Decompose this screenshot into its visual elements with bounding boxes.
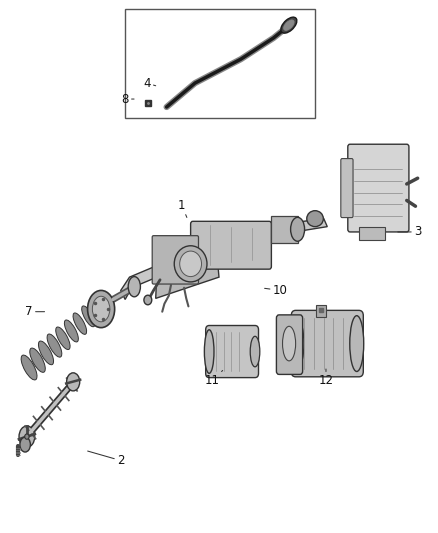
FancyBboxPatch shape [348,144,409,232]
FancyBboxPatch shape [191,221,272,269]
Ellipse shape [350,316,364,372]
Bar [359,227,385,240]
Ellipse shape [90,299,103,319]
Ellipse shape [174,246,207,282]
Text: 4: 4 [143,77,155,90]
Ellipse shape [21,355,37,380]
Bar [125,9,315,118]
Polygon shape [121,219,327,300]
Text: 7: 7 [25,305,45,318]
Text: 12: 12 [318,369,333,387]
Ellipse shape [292,320,304,367]
Ellipse shape [56,327,70,350]
Ellipse shape [283,20,294,30]
Ellipse shape [20,437,30,452]
Ellipse shape [25,434,29,439]
Ellipse shape [290,217,304,241]
Ellipse shape [88,290,115,328]
Polygon shape [155,229,219,298]
Ellipse shape [283,326,296,361]
Ellipse shape [64,320,78,342]
Ellipse shape [205,330,214,373]
FancyBboxPatch shape [152,236,198,284]
Text: 8: 8 [121,93,134,106]
Bar [271,216,297,243]
FancyBboxPatch shape [341,159,353,217]
Ellipse shape [281,17,297,33]
Ellipse shape [39,341,53,365]
Ellipse shape [180,251,201,277]
Bar [316,305,326,317]
FancyBboxPatch shape [276,315,303,374]
Ellipse shape [19,426,35,447]
Text: 3: 3 [398,225,421,238]
Text: 10: 10 [265,284,288,297]
Ellipse shape [30,348,45,373]
Ellipse shape [67,373,80,391]
FancyBboxPatch shape [291,310,363,377]
Text: 11: 11 [205,370,223,387]
FancyBboxPatch shape [206,326,258,377]
Ellipse shape [250,336,260,367]
Ellipse shape [82,306,95,327]
Ellipse shape [73,313,87,334]
Ellipse shape [307,211,323,227]
Text: 2: 2 [88,451,124,467]
Text: 1: 1 [178,199,187,217]
Ellipse shape [92,296,110,322]
Ellipse shape [128,277,141,297]
Ellipse shape [47,334,62,357]
Ellipse shape [144,295,152,305]
